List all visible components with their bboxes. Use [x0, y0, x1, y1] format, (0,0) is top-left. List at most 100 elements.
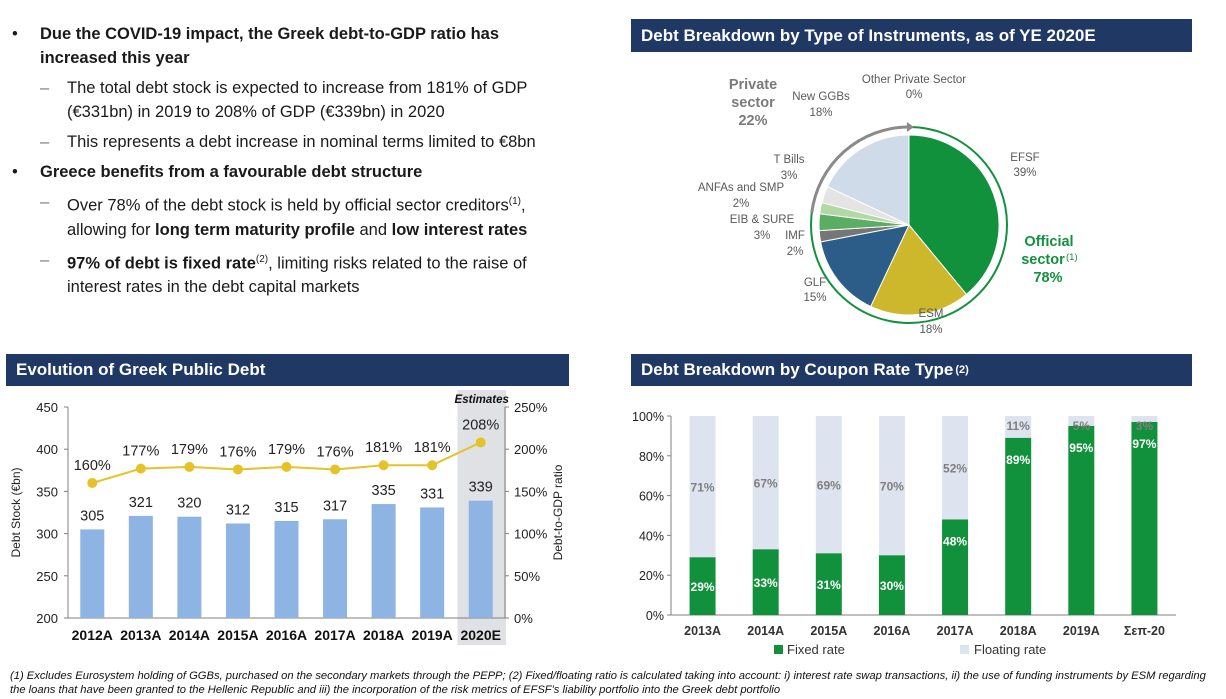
fixed-rate-bar [1005, 437, 1032, 615]
tick-label: 80% [639, 450, 664, 464]
private-label-line1: Private [729, 77, 777, 93]
floating-rate-label: 11% [1007, 419, 1031, 433]
left-tick-label: 250 [36, 569, 58, 584]
private-label-line2: sector [731, 95, 775, 111]
category-label: 2013A [684, 624, 721, 638]
debt-to-gdp-value-label: 177% [122, 444, 159, 460]
debt-stock-bar [323, 519, 348, 618]
bullet-dot: • [12, 25, 18, 43]
floating-rate-bar [815, 416, 842, 554]
floating-rate-label: 52% [943, 462, 967, 476]
debt-to-gdp-value-label: 181% [414, 440, 451, 456]
floating-rate-bar [942, 416, 969, 520]
debt-to-gdp-point [87, 477, 98, 488]
tick-label: 100% [632, 410, 664, 424]
left-axis-title: Debt Stock (€bn) [9, 467, 23, 557]
floating-rate-label: 67% [754, 477, 778, 491]
coupon-title-text: Debt Breakdown by Coupon Rate Type [641, 360, 954, 379]
category-label: 2017A [314, 627, 355, 643]
pie-slice-glf [820, 224, 910, 308]
right-tick-label: 200% [514, 442, 548, 457]
sub-bullet-text: , limiting risks related to the raise of… [67, 254, 527, 296]
slice-label-eib-sure-pct: 3% [754, 230, 771, 242]
slice-label-new-ggbs-name: New GGBs [792, 91, 850, 103]
footnote: (1) Excludes Eurosystem holding of GGBs,… [10, 670, 1206, 696]
footnote-ref: (2) [255, 253, 269, 265]
right-tick-label: 250% [514, 400, 548, 415]
slice-label-efsf-name: EFSF [1010, 152, 1039, 164]
debt-stock-value-label: 339 [469, 480, 493, 496]
left-tick-label: 400 [36, 442, 58, 457]
coupon-stacked-chart: 0% 20% 40% 60% 80% 100% 29% 71% 33% 67% 31% 69% 30%… [632, 410, 1176, 657]
bullet-covid: • Due the COVID-19 impact, the Greek deb… [10, 22, 570, 70]
pie-slice-new-ggbs [826, 134, 910, 226]
category-label: 2020E [460, 627, 500, 643]
slice-label-esm-name: ESM [919, 308, 944, 320]
sub-bullet-bold: long term maturity profile [155, 220, 355, 239]
right-tick-label: 100% [514, 527, 548, 542]
category-label: Σεπ-20 [1124, 624, 1165, 638]
debt-to-gdp-point [232, 464, 243, 475]
slice-label-esm-pct: 18% [919, 324, 942, 336]
tick-label: 0% [646, 609, 664, 623]
debt-to-gdp-value-label: 179% [268, 442, 305, 458]
footnote-ref: (2) [955, 364, 969, 376]
bullet-structure: • Greece benefits from a favourable debt… [10, 160, 570, 184]
official-sector-label: Official sector (1) 78% [1021, 234, 1077, 286]
estimates-annotation: Estimates [455, 394, 509, 406]
legend-swatch-floating [960, 645, 969, 654]
debt-to-gdp-value-label: 176% [219, 444, 256, 460]
debt-stock-bar [274, 520, 299, 618]
fixed-rate-bar [878, 555, 905, 615]
sub-bullet-text: , allowing for [67, 196, 526, 239]
sub-bullet-official-creditors: – Over 78% of the debt stock is held by … [10, 190, 570, 242]
slice-label-imf-pct: 2% [787, 246, 804, 258]
left-tick-label: 350 [36, 484, 58, 499]
category-label: 2014A [747, 624, 784, 638]
slice-label-efsf-pct: 39% [1013, 167, 1036, 179]
floating-rate-bar [1005, 416, 1032, 438]
pie-outer-ring [810, 125, 909, 213]
right-tick-label: 0% [514, 611, 533, 626]
slice-label-anfas-smp-pct: 2% [733, 198, 750, 210]
tick-label: 20% [639, 569, 664, 583]
pie-slice-efsf [908, 134, 1000, 296]
debt-stock-value-label: 317 [323, 498, 347, 514]
sub-bullet-text: The total debt stock is expected to incr… [67, 79, 528, 121]
debt-to-gdp-value-label: 208% [462, 417, 499, 433]
slice-label-tbills-name: T Bills [773, 154, 804, 166]
sub-bullet-fixed-rate: – 97% of debt is fixed rate(2), limiting… [10, 248, 570, 300]
slice-label-eib-sure-name: EIB & SURE [730, 214, 795, 226]
sub-bullet-text: Over 78% of the debt stock is held by of… [67, 196, 509, 215]
debt-to-gdp-value-label: 176% [317, 444, 354, 460]
slice-label-new-ggbs-pct: 18% [809, 107, 832, 119]
category-label: 2015A [810, 624, 847, 638]
legend: Fixed rate Floating rate [774, 642, 1046, 657]
fixed-rate-bar [942, 519, 969, 615]
fixed-rate-label: 33% [754, 576, 778, 590]
category-label: 2019A [412, 627, 453, 643]
debt-to-gdp-value-label: 160% [74, 458, 111, 474]
fixed-rate-label: 89% [1006, 453, 1030, 467]
official-label-line2: sector [1021, 252, 1065, 268]
sub-bullet-text: and [354, 220, 392, 239]
debt-stock-value-label: 335 [372, 483, 396, 499]
floating-rate-bar [1068, 416, 1095, 426]
debt-stock-bar [420, 507, 445, 618]
fixed-rate-label: 97% [1132, 437, 1156, 451]
debt-to-gdp-point [281, 461, 292, 472]
fixed-rate-label: 29% [691, 580, 715, 594]
slice-label-other-private-pct: 0% [906, 89, 923, 101]
category-label: 2018A [1000, 624, 1037, 638]
instruments-title-text: Debt Breakdown by Type of Instruments, a… [641, 25, 1096, 45]
debt-to-gdp-value-label: 179% [171, 442, 208, 458]
slice-label-anfas-smp-name: ANFAs and SMP [698, 182, 785, 194]
floating-rate-bar [689, 416, 716, 558]
footnote-ref: (1) [508, 196, 521, 207]
debt-to-gdp-point [135, 463, 146, 474]
category-label: 2014A [169, 627, 210, 643]
evolution-title-text: Evolution of Greek Public Debt [16, 360, 266, 379]
debt-to-gdp-point [330, 464, 341, 475]
slice-label-other-private-name: Other Private Sector [862, 74, 966, 86]
legend-swatch-fixed [774, 645, 783, 654]
